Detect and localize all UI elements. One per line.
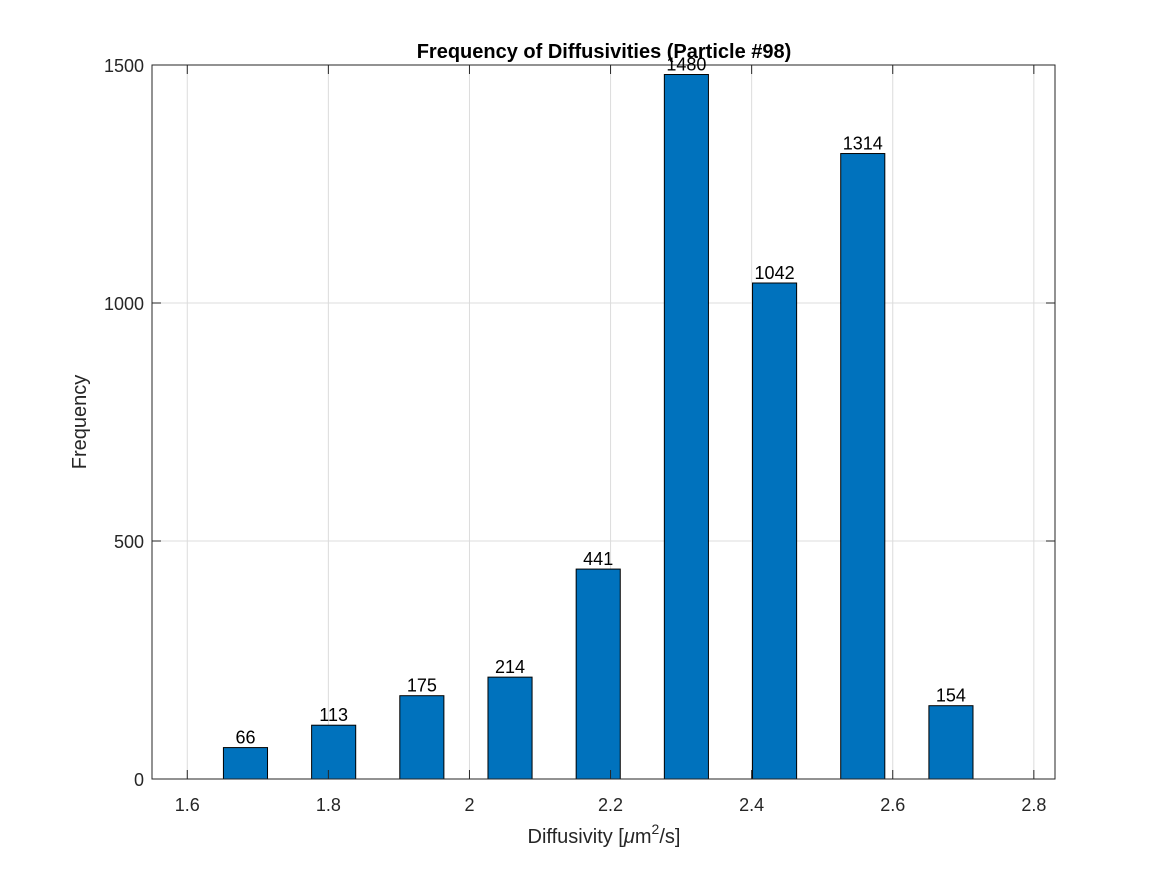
bar [575,568,621,780]
axes-box [151,64,1056,780]
chart-title: Frequency of Diffusivities (Particle #98… [417,41,792,63]
bar-data-label: 1480 [666,55,706,75]
bar [752,282,798,780]
x-tick-label: 2.4 [739,795,764,815]
x-tick-labels: 1.6 1.8 2 2.2 2.4 2.6 2.8 [175,795,1047,815]
bar [663,74,709,780]
bar-data-label: 1042 [755,263,795,283]
x-axis-title-suffix: /s] [659,826,680,848]
bar [311,724,357,780]
bar [487,676,533,780]
y-tick-label: 500 [114,532,144,552]
bar [840,153,886,780]
y-axis-title: Frequency [69,375,91,470]
bar-data-label: 1314 [843,134,883,154]
y-tick-label: 1000 [104,294,144,314]
bar-data-label: 154 [936,686,966,706]
bar-data-label: 214 [495,657,525,677]
tick-marks [152,64,1055,780]
x-tick-label: 1.6 [175,795,200,815]
bar-data-label: 441 [583,549,613,569]
bar [399,695,445,780]
x-axis-title-superscript: 2 [652,821,660,837]
x-tick-label: 2.2 [598,795,623,815]
y-tick-label: 0 [134,770,144,790]
bar [928,705,974,780]
bar-data-label: 113 [319,705,348,725]
x-axis-title-mu: μ [623,826,635,848]
bar-data-label: 66 [235,728,255,748]
x-tick-label: 2.6 [880,795,905,815]
x-axis-title-prefix: Diffusivity [ [528,826,625,848]
x-axis-title: Diffusivity [μm2/s] [528,821,681,848]
y-tick-label: 1500 [104,56,144,76]
x-tick-label: 2 [464,795,474,815]
x-tick-label: 1.8 [316,795,341,815]
axes-frame [151,64,1056,780]
x-axis-title-unit: m [635,826,652,848]
bar-data-label: 175 [407,676,437,696]
bars [222,74,974,780]
x-tick-label: 2.8 [1021,795,1046,815]
bar [222,747,269,780]
y-tick-labels: 0 500 1000 1500 [104,56,144,790]
data-labels: 66 113 175 214 441 1480 1042 1314 154 [235,55,966,748]
